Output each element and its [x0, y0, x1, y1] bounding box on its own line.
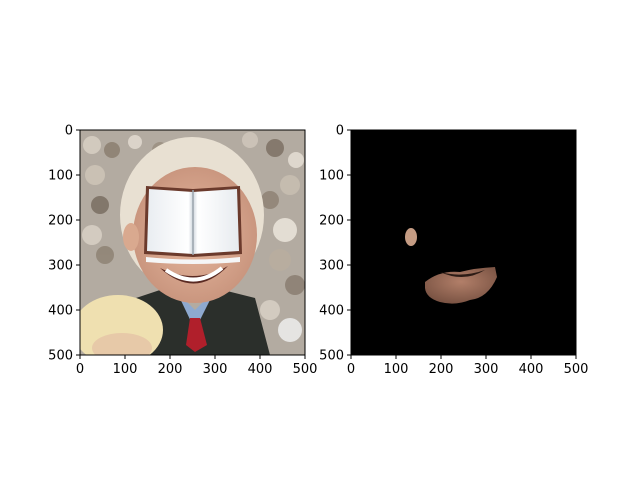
mask-mouth-gap [440, 270, 485, 278]
y-tick-label: 100 [319, 169, 344, 184]
child-face [92, 333, 152, 355]
y-tick-label: 500 [319, 349, 344, 364]
x-tick-label: 100 [113, 362, 138, 377]
x-tick-label: 300 [203, 362, 228, 377]
right-mask-panel [351, 130, 576, 355]
y-tick-label: 400 [48, 304, 73, 319]
y-tick-label: 500 [48, 349, 73, 364]
x-tick-label: 400 [519, 362, 544, 377]
right-axes-frame [350, 129, 577, 356]
y-tick-label: 0 [65, 124, 73, 139]
mask-chin-region [425, 267, 497, 304]
x-tick-label: 100 [384, 362, 409, 377]
x-tick-label: 0 [347, 362, 355, 377]
left-axes-frame [79, 129, 306, 356]
y-tick-label: 200 [48, 214, 73, 229]
y-tick-label: 400 [319, 304, 344, 319]
y-tick-label: 0 [336, 124, 344, 139]
y-tick-label: 300 [319, 259, 344, 274]
y-tick-label: 200 [319, 214, 344, 229]
mask-ear-region [405, 228, 417, 246]
y-tick-label: 100 [48, 169, 73, 184]
tie [186, 318, 207, 352]
x-tick-label: 0 [76, 362, 84, 377]
left-photo-panel [80, 130, 305, 355]
mask-background [351, 130, 576, 355]
x-tick-label: 300 [474, 362, 499, 377]
ear [123, 223, 139, 251]
x-tick-label: 400 [248, 362, 273, 377]
x-tick-label: 500 [293, 362, 318, 377]
mouth [160, 266, 228, 284]
y-tick-label: 300 [48, 259, 73, 274]
x-tick-label: 500 [564, 362, 589, 377]
book-overlay [144, 186, 242, 264]
x-tick-label: 200 [158, 362, 183, 377]
crowd-texture [82, 132, 305, 342]
teeth [164, 266, 224, 282]
x-tick-label: 200 [429, 362, 454, 377]
